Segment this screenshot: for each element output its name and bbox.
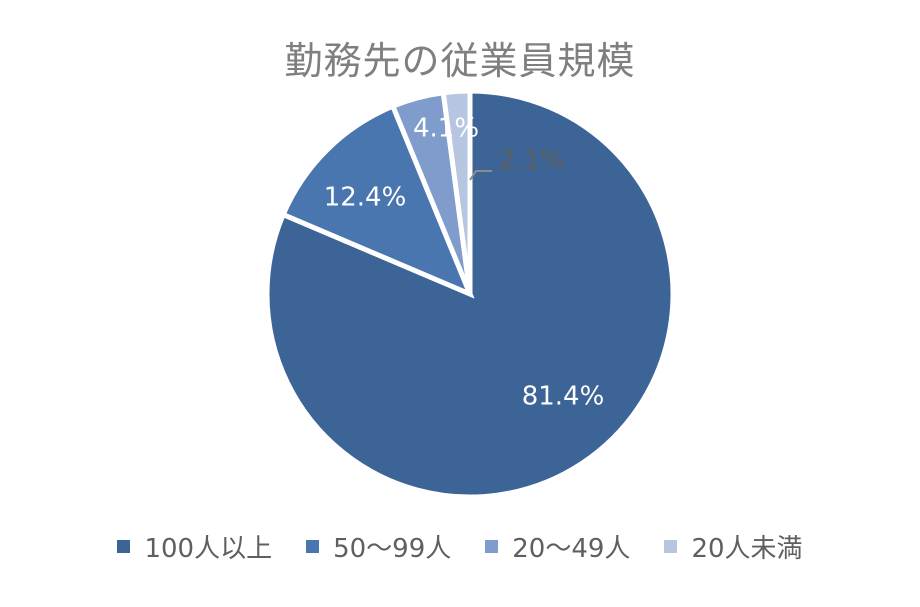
chart-title: 勤務先の従業員規模 (284, 39, 636, 83)
legend-label: 50〜99人 (333, 534, 452, 564)
legend-label: 20人未満 (691, 534, 803, 564)
legend-swatch (485, 540, 499, 553)
legend-item-50-99: 50〜99人 (306, 528, 451, 565)
data-label-50-99: 12.4% (324, 183, 407, 213)
legend-item-20-49: 20〜49人 (485, 528, 630, 565)
legend: 100人以上 50〜99人 20〜49人 20人未満 (0, 528, 920, 565)
legend-swatch (117, 540, 131, 553)
legend-item-100-plus: 100人以上 (117, 528, 272, 565)
pie-slice-50-99 (279, 102, 475, 299)
legend-label: 20〜49人 (512, 534, 631, 564)
pie-slice-under-20 (440, 88, 473, 295)
legend-item-under-20: 20人未満 (664, 528, 803, 565)
data-label-20-49: 4.1% (413, 114, 479, 144)
data-label-100-plus: 81.4% (522, 382, 605, 412)
leader-line (469, 170, 492, 181)
legend-swatch (306, 540, 320, 553)
data-label-under-20: 2.1% (499, 146, 565, 176)
legend-label: 100人以上 (144, 534, 273, 564)
legend-swatch (664, 540, 678, 553)
